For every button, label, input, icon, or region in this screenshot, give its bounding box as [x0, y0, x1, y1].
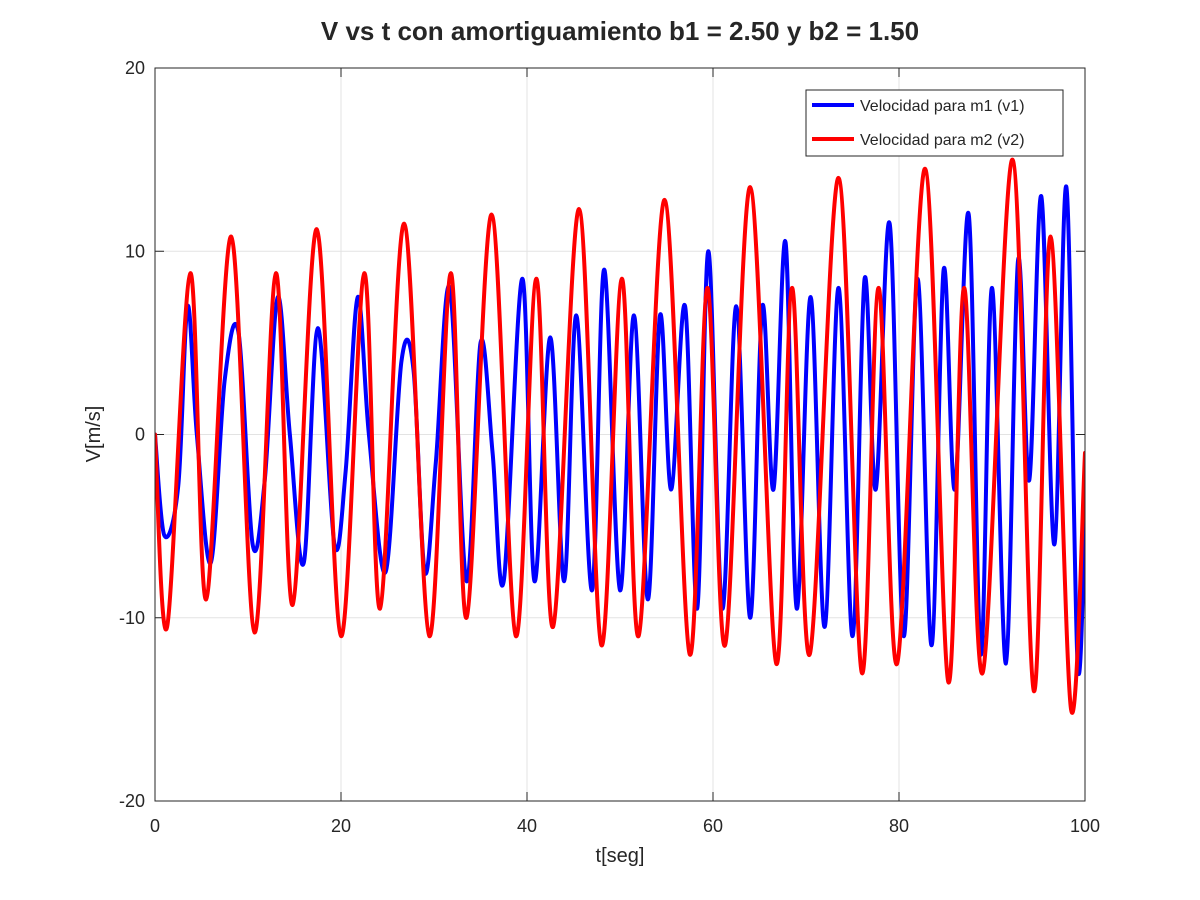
series-line-v1 [155, 184, 1085, 676]
y-tick-label: 0 [135, 425, 145, 445]
x-tick-label: 20 [331, 816, 351, 836]
x-tick-label: 100 [1070, 816, 1100, 836]
tick-labels: 0 20 40 60 80 100 -20 -10 0 10 20 [119, 58, 1100, 836]
x-axis-label: t[seg] [596, 845, 645, 867]
legend-label-v1: Velocidad para m1 (v1) [860, 98, 1025, 115]
y-axis-label: V[m/s] [83, 406, 105, 463]
legend-box [805, 89, 1064, 157]
y-tick-label: 20 [125, 58, 145, 78]
x-tick-label: 40 [517, 816, 537, 836]
y-tick-label: 10 [125, 241, 145, 261]
legend: Velocidad para m1 (v1) Velocidad para m2… [805, 89, 1064, 157]
series-line-v2 [155, 157, 1085, 715]
plot-frame [154, 67, 1086, 802]
series-layer [155, 157, 1085, 715]
chart-title: V vs t con amortiguamiento b1 = 2.50 y b… [321, 16, 919, 46]
y-tick-label: -20 [119, 791, 145, 811]
legend-label-v2: Velocidad para m2 (v2) [860, 132, 1025, 149]
x-tick-label: 0 [150, 816, 160, 836]
y-tick-label: -10 [119, 608, 145, 628]
x-tick-label: 60 [703, 816, 723, 836]
x-tick-label: 80 [889, 816, 909, 836]
